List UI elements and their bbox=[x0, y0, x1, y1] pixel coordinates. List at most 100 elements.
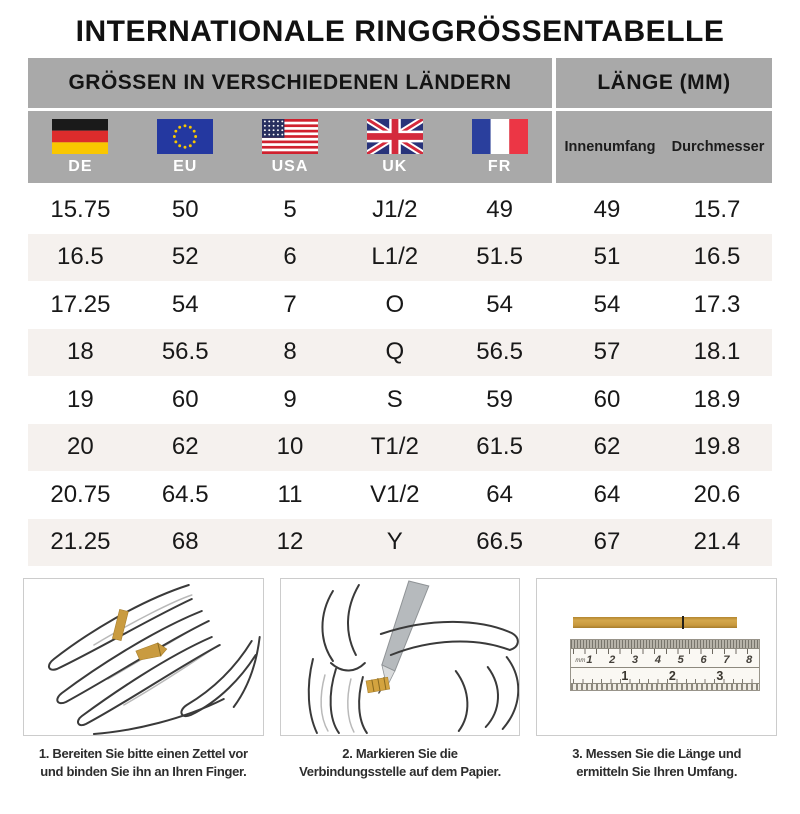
table-header: GRÖSSEN IN VERSCHIEDENEN LÄNDERN LÄNGE (… bbox=[28, 58, 772, 108]
caption-line: ermitteln Sie Ihren Umfang. bbox=[576, 764, 738, 779]
germany-flag-icon bbox=[52, 118, 109, 154]
country-code-label: DE bbox=[68, 157, 93, 175]
step-1-caption: 1. Bereiten Sie bitte einen Zettel vor u… bbox=[23, 745, 264, 781]
flags-header-row: DE EU bbox=[28, 111, 772, 183]
ruler-number: 5 bbox=[677, 654, 684, 666]
table-row: 15.75 50 5 J1/2 49 49 15.7 bbox=[28, 186, 772, 234]
table-body: 15.75 50 5 J1/2 49 49 15.7 16.5 52 6 L1/2 51.5 51 16.… bbox=[28, 186, 772, 566]
step-2: 2. Markieren Sie die Verbindungsstelle a… bbox=[279, 578, 521, 781]
size-cell: Y bbox=[386, 528, 403, 556]
ruler-number: 8 bbox=[746, 654, 753, 666]
table-row: 19 60 9 S 59 60 18.9 bbox=[28, 376, 772, 424]
ruler-number: 6 bbox=[700, 654, 707, 666]
size-cell: 61.5 bbox=[476, 433, 523, 461]
size-cell: V1/2 bbox=[370, 480, 420, 508]
ruler-number: 1 bbox=[586, 654, 593, 666]
size-cell: 56.5 bbox=[161, 338, 209, 366]
table-row: 20.75 64.5 11 V1/2 64 64 20.6 bbox=[28, 471, 772, 519]
usa-flag-icon bbox=[261, 118, 318, 154]
size-cell: 49 bbox=[593, 195, 621, 223]
size-cell: 52 bbox=[171, 243, 199, 271]
caption-line: 2. Markieren Sie die bbox=[342, 746, 458, 761]
size-cell: 7 bbox=[283, 290, 297, 318]
caption-line: und binden Sie ihn an Ihren Finger. bbox=[40, 764, 247, 779]
ruler-number: 7 bbox=[723, 654, 730, 666]
step-2-caption: 2. Markieren Sie die Verbindungsstelle a… bbox=[280, 745, 521, 781]
ruler-unit-label: mm bbox=[575, 658, 586, 664]
ruler-number: 4 bbox=[654, 654, 661, 666]
size-cell: 19.8 bbox=[693, 433, 741, 461]
size-cell: T1/2 bbox=[370, 433, 419, 461]
size-cell: 20.6 bbox=[693, 480, 741, 508]
ruler-teeth bbox=[571, 683, 760, 690]
size-cell: 57 bbox=[593, 338, 621, 366]
ring-size-chart-page: INTERNATIONALE RINGGRÖSSENTABELLE GRÖSSE… bbox=[0, 14, 800, 781]
size-cell: 5 bbox=[283, 195, 297, 223]
table-row: 16.5 52 6 L1/2 51.5 51 16.5 bbox=[28, 233, 772, 281]
size-cell: 59 bbox=[486, 385, 513, 413]
caption-line: 3. Messen Sie die Länge und bbox=[572, 746, 742, 761]
size-cell: 62 bbox=[171, 433, 199, 461]
size-cell: 67 bbox=[593, 528, 621, 556]
size-cell: L1/2 bbox=[371, 243, 419, 271]
size-cell: 20 bbox=[67, 433, 94, 461]
france-flag-icon bbox=[471, 118, 528, 154]
size-cell: 60 bbox=[593, 385, 621, 413]
ruler-number: 2 bbox=[609, 654, 616, 666]
size-cell: 62 bbox=[593, 433, 621, 461]
length-subheaders: Innenumfang Durchmesser bbox=[556, 111, 772, 183]
caption-line: Verbindungsstelle auf dem Papier. bbox=[299, 764, 501, 779]
size-cell: 49 bbox=[486, 195, 513, 223]
country-column-eu: EU bbox=[133, 111, 238, 183]
ruler-number: 3 bbox=[716, 668, 724, 683]
size-cell: 8 bbox=[283, 338, 297, 366]
step-1: 1. Bereiten Sie bitte einen Zettel vor u… bbox=[23, 578, 264, 781]
size-cell: 10 bbox=[276, 433, 304, 461]
size-cell: 19 bbox=[67, 385, 94, 413]
country-column-de: DE bbox=[28, 111, 133, 183]
size-cell: 11 bbox=[277, 480, 303, 508]
subheader-inner-circumference: Innenumfang bbox=[564, 139, 656, 155]
country-code-label: FR bbox=[487, 157, 512, 175]
table-row: 21.25 68 12 Y 66.5 67 21.4 bbox=[28, 518, 772, 566]
size-cell: S bbox=[386, 385, 403, 413]
hand-with-paper-strip-illustration bbox=[48, 584, 261, 735]
table-row: 17.25 54 7 O 54 54 17.3 bbox=[28, 281, 772, 329]
ruler-number: 2 bbox=[668, 668, 676, 683]
step-2-illustration-box bbox=[279, 578, 521, 736]
ruler-inch-numbers: 1 2 3 bbox=[571, 668, 759, 683]
step-3-caption: 3. Messen Sie die Länge und ermitteln Si… bbox=[536, 745, 777, 781]
size-cell: 50 bbox=[171, 195, 199, 223]
size-cell: 51 bbox=[593, 243, 621, 271]
size-cell: 64 bbox=[593, 480, 621, 508]
size-cell: 64.5 bbox=[161, 480, 209, 508]
size-cell: 17.3 bbox=[693, 290, 741, 318]
size-cell: 16.5 bbox=[57, 243, 104, 271]
size-cell: 64 bbox=[486, 480, 513, 508]
size-cell: 54 bbox=[486, 290, 513, 318]
size-cell: 54 bbox=[593, 290, 621, 318]
country-column-uk: UK bbox=[342, 111, 447, 183]
size-cell: 51.5 bbox=[476, 243, 523, 271]
size-cell: 21.25 bbox=[50, 528, 111, 556]
size-cell: 21.4 bbox=[693, 528, 741, 556]
instruction-steps: 1. Bereiten Sie bitte einen Zettel vor u… bbox=[23, 578, 778, 781]
size-cell: 54 bbox=[171, 290, 199, 318]
size-cell: O bbox=[385, 290, 405, 318]
caption-line: 1. Bereiten Sie bitte einen Zettel vor bbox=[38, 746, 248, 761]
marking-pen-illustration bbox=[307, 580, 519, 734]
size-cell: 56.5 bbox=[476, 338, 523, 366]
size-cell: 68 bbox=[171, 528, 199, 556]
paper-strip bbox=[573, 616, 738, 629]
country-code-label: UK bbox=[382, 157, 408, 175]
header-length-label: LÄNGE (MM) bbox=[556, 58, 772, 108]
ruler-cm-numbers: mm 1 2 3 4 5 6 7 8 bbox=[571, 649, 760, 668]
table-row: 20 62 10 T1/2 61.5 62 19.8 bbox=[28, 423, 772, 471]
country-column-fr: FR bbox=[447, 111, 552, 183]
size-cell: 20.75 bbox=[50, 480, 111, 508]
size-cell: J1/2 bbox=[372, 195, 418, 223]
